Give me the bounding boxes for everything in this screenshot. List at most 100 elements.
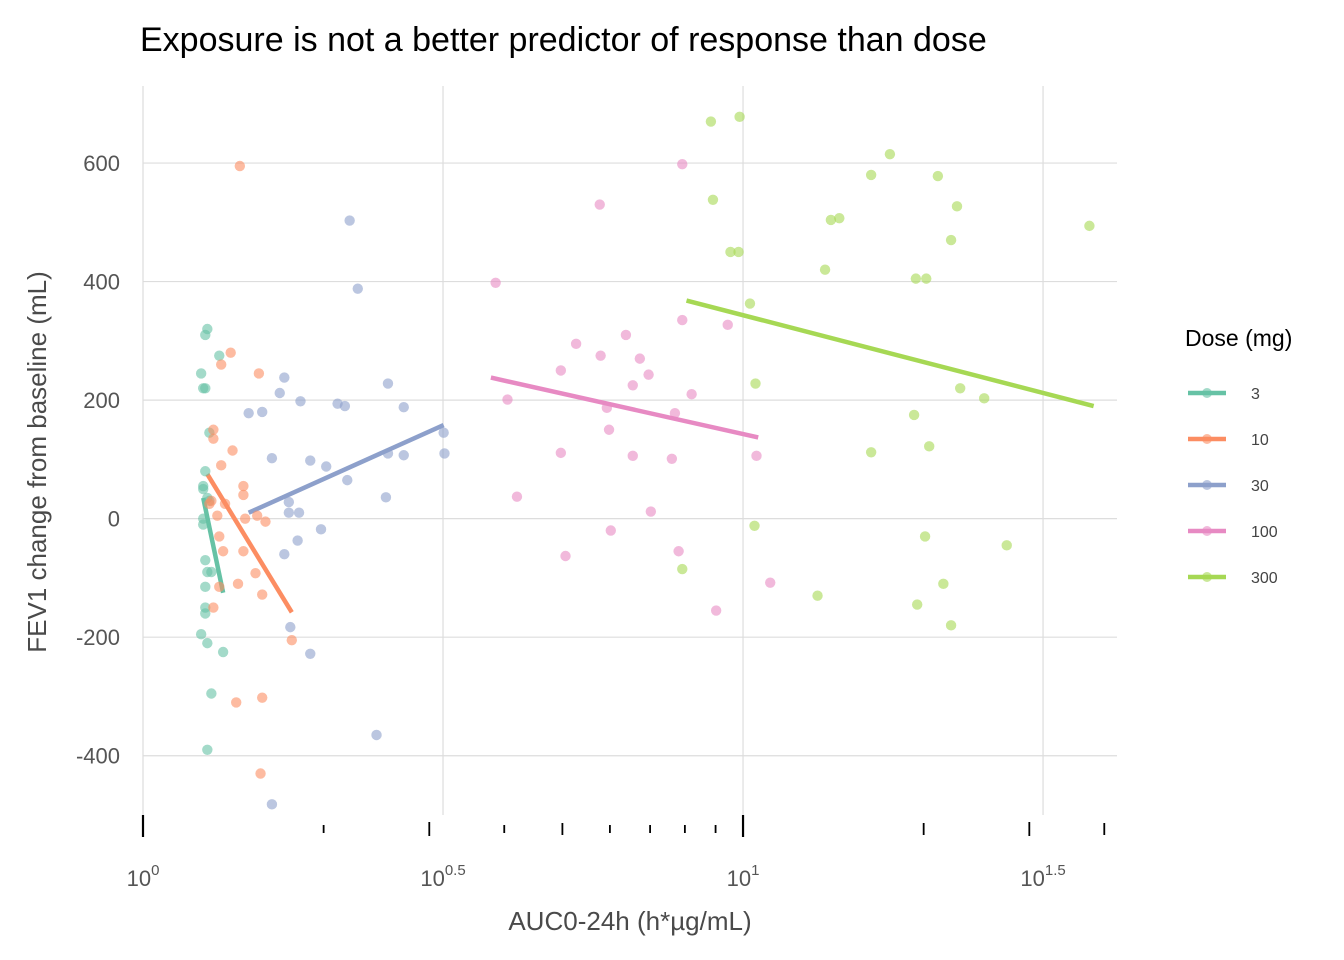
- data-point-dose-300: [734, 111, 745, 123]
- data-point-dose-10: [219, 498, 231, 510]
- data-point-dose-10: [239, 513, 251, 524]
- y-tick-label: 400: [83, 270, 120, 295]
- data-point-dose-300: [825, 214, 837, 226]
- data-point-dose-100: [620, 329, 632, 341]
- data-point-dose-30: [439, 448, 450, 459]
- data-point-dose-300: [932, 170, 944, 182]
- data-point-dose-30: [279, 549, 290, 560]
- legend-item-dose-10: 10: [1188, 432, 1269, 449]
- data-point-dose-10: [208, 424, 219, 435]
- y-axis-title: FEV1 change from baseline (mL): [22, 271, 52, 653]
- data-point-dose-300: [1084, 220, 1095, 232]
- data-point-dose-30: [279, 372, 290, 383]
- legend-label: 10: [1251, 432, 1269, 449]
- data-point-dose-10: [214, 531, 225, 542]
- data-point-dose-3: [202, 637, 213, 649]
- data-point-dose-100: [710, 605, 722, 616]
- data-point-dose-300: [978, 393, 990, 404]
- data-point-dose-300: [865, 447, 877, 458]
- data-point-dose-30: [315, 524, 327, 535]
- data-point-dose-100: [570, 338, 582, 350]
- data-point-dose-300: [919, 531, 931, 542]
- data-point-dose-300: [945, 620, 957, 631]
- data-point-dose-3: [214, 350, 225, 361]
- data-point-dose-300: [1001, 540, 1012, 551]
- data-point-dose-10: [225, 347, 236, 358]
- data-point-dose-100: [751, 450, 762, 462]
- data-point-dose-30: [295, 396, 306, 407]
- data-point-dose-30: [305, 648, 316, 659]
- legend-item-dose-3: 3: [1188, 386, 1260, 403]
- data-point-dose-100: [601, 402, 613, 414]
- data-point-dose-3: [206, 566, 217, 578]
- data-point-dose-10: [238, 546, 249, 557]
- fit-lines: [201, 298, 1095, 614]
- data-point-dose-100: [555, 447, 567, 459]
- data-point-dose-300: [834, 212, 845, 224]
- data-point-dose-300: [908, 409, 920, 421]
- data-point-dose-100: [677, 314, 688, 326]
- data-point-dose-100: [677, 159, 688, 170]
- legend-key-point: [1202, 480, 1212, 490]
- data-point-dose-10: [208, 602, 219, 613]
- data-point-dose-300: [924, 441, 935, 452]
- data-point-dose-300: [725, 246, 736, 258]
- data-point-dose-3: [198, 519, 209, 530]
- data-point-dose-10: [253, 368, 265, 379]
- data-point-dose-300: [954, 383, 966, 394]
- data-point-dose-300: [733, 246, 744, 258]
- data-point-dose-3: [195, 368, 207, 379]
- data-point-dose-30: [274, 387, 285, 399]
- data-point-dose-100: [643, 369, 654, 380]
- fit-line-dose-100: [490, 375, 759, 440]
- fit-line-dose-3: [201, 497, 226, 594]
- data-point-dose-300: [921, 273, 932, 284]
- data-point-dose-100: [673, 546, 684, 557]
- legend-label: 30: [1251, 478, 1269, 495]
- data-point-dose-10: [238, 480, 249, 492]
- data-point-dose-100: [627, 380, 638, 391]
- data-point-dose-100: [594, 199, 605, 210]
- data-point-dose-300: [951, 201, 963, 212]
- data-point-dose-30: [293, 507, 305, 518]
- data-point-dose-100: [560, 550, 571, 562]
- data-point-dose-30: [398, 402, 409, 413]
- data-point-dose-10: [227, 445, 238, 456]
- data-point-dose-3: [206, 688, 217, 699]
- data-point-dose-10: [232, 578, 244, 590]
- data-point-dose-30: [305, 455, 316, 466]
- data-point-dose-10: [234, 160, 246, 172]
- data-point-dose-30: [382, 448, 394, 459]
- data-point-dose-10: [238, 489, 249, 501]
- data-point-dose-30: [266, 453, 278, 464]
- fit-line-dose-10: [205, 473, 294, 614]
- x-tick-label: 101: [727, 862, 760, 891]
- data-point-dose-100: [722, 319, 733, 331]
- data-point-dose-300: [938, 578, 949, 590]
- y-tick-label: -400: [76, 744, 120, 769]
- data-point-dose-100: [490, 277, 501, 288]
- grid: [142, 86, 1117, 815]
- chart-title: Exposure is not a better predictor of re…: [140, 21, 987, 59]
- data-point-dose-30: [243, 407, 254, 419]
- data-point-dose-10: [231, 697, 242, 708]
- data-point-dose-100: [502, 394, 513, 405]
- data-point-dose-100: [634, 353, 646, 364]
- data-point-dose-10: [257, 692, 268, 703]
- data-point-dose-30: [380, 492, 392, 503]
- data-point-dose-300: [749, 520, 760, 531]
- data-point-dose-10: [257, 589, 268, 600]
- data-point-dose-30: [398, 450, 409, 461]
- legend-item-dose-100: 100: [1188, 524, 1278, 541]
- axes: -400 -200 0 200 400 600 100 100.5 101 101.5: [76, 151, 1106, 891]
- data-point-dose-100: [686, 388, 697, 400]
- data-point-dose-300: [744, 298, 756, 309]
- legend-label: 100: [1251, 524, 1278, 541]
- data-point-dose-10: [250, 567, 261, 579]
- data-point-dose-30: [321, 461, 332, 472]
- data-point-dose-30: [344, 215, 355, 226]
- y-tick-label: 600: [83, 151, 120, 176]
- data-point-dose-300: [812, 590, 823, 601]
- data-point-dose-30: [438, 427, 449, 438]
- data-point-dose-100: [666, 453, 678, 464]
